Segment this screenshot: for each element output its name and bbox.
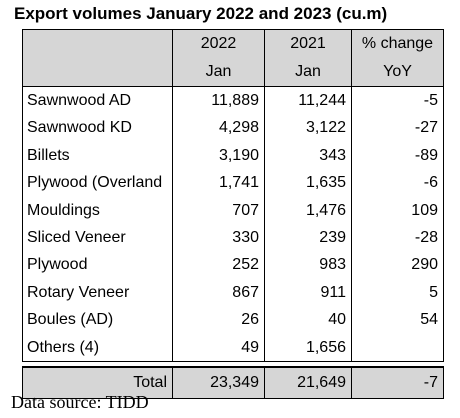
table-row: Plywood 252 983 290 — [22, 251, 444, 279]
header-2022-year: 2022 — [172, 29, 265, 58]
row-2021-value: 1,656 — [264, 333, 352, 363]
table-row: Mouldings 707 1,476 109 — [22, 196, 444, 225]
row-change-value: 5 — [351, 278, 444, 307]
row-2021-value: 239 — [264, 224, 352, 252]
row-2022-value: 707 — [172, 196, 265, 225]
header-blank-cell — [22, 29, 173, 58]
total-2022-value: 23,349 — [172, 366, 265, 400]
spacer-row — [22, 361, 444, 368]
header-2021-year: 2021 — [264, 29, 352, 58]
row-change-value: -27 — [351, 114, 444, 142]
table-row: Plywood (Overland 1,741 1,635 -6 — [22, 169, 444, 197]
row-change-value: -28 — [351, 224, 444, 252]
total-change-value: -7 — [351, 366, 444, 400]
row-change-value: -6 — [351, 169, 444, 197]
table-row: Sawnwood AD 11,889 11,244 -5 — [22, 86, 444, 115]
header-2022-month: Jan — [172, 58, 265, 87]
row-2022-value: 3,190 — [172, 141, 265, 170]
row-2022-value: 11,889 — [172, 86, 265, 115]
header-blank-cell-2 — [22, 58, 173, 87]
table-row: Billets 3,190 343 -89 — [22, 141, 444, 170]
row-2021-value: 40 — [264, 306, 352, 334]
export-volumes-table: 2022 2021 % change Jan Jan YoY Sawnwood … — [22, 29, 444, 400]
header-2021-month: Jan — [264, 58, 352, 87]
row-2021-value: 983 — [264, 251, 352, 279]
row-change-value: -89 — [351, 141, 444, 170]
row-name: Others (4) — [22, 333, 173, 363]
table-row: Boules (AD) 26 40 54 — [22, 306, 444, 334]
row-name: Plywood — [22, 251, 173, 279]
row-2021-value: 343 — [264, 141, 352, 170]
row-name: Billets — [22, 141, 173, 170]
row-name: Boules (AD) — [22, 306, 173, 334]
row-change-value: 290 — [351, 251, 444, 279]
data-source-note: Data source: TIDD — [11, 392, 149, 412]
row-2022-value: 4,298 — [172, 114, 265, 142]
row-2022-value: 49 — [172, 333, 265, 363]
table-row: Rotary Veneer 867 911 5 — [22, 278, 444, 307]
row-2021-value: 1,476 — [264, 196, 352, 225]
row-2022-value: 252 — [172, 251, 265, 279]
row-2022-value: 26 — [172, 306, 265, 334]
row-name: Rotary Veneer — [22, 278, 173, 307]
row-2021-value: 3,122 — [264, 114, 352, 142]
header-change-yoy: YoY — [351, 58, 444, 87]
table-title: Export volumes January 2022 and 2023 (cu… — [14, 4, 388, 23]
row-change-value — [351, 333, 444, 363]
table-row: Sliced Veneer 330 239 -28 — [22, 224, 444, 252]
row-2022-value: 330 — [172, 224, 265, 252]
row-name: Plywood (Overland — [22, 169, 173, 197]
row-2022-value: 867 — [172, 278, 265, 307]
table-row: Others (4) 49 1,656 — [22, 333, 444, 363]
total-row: Total 23,349 21,649 -7 — [22, 366, 444, 400]
header-change-label: % change — [351, 29, 444, 58]
row-change-value: 54 — [351, 306, 444, 334]
row-2021-value: 1,635 — [264, 169, 352, 197]
spacer-cell — [22, 361, 444, 368]
row-2021-value: 11,244 — [264, 86, 352, 115]
row-2021-value: 911 — [264, 278, 352, 307]
total-label: Total — [22, 366, 173, 400]
row-name: Sawnwood KD — [22, 114, 173, 142]
table-row: Sawnwood KD 4,298 3,122 -27 — [22, 114, 444, 142]
row-2022-value: 1,741 — [172, 169, 265, 197]
row-change-value: -5 — [351, 86, 444, 115]
row-name: Mouldings — [22, 196, 173, 225]
row-change-value: 109 — [351, 196, 444, 225]
row-name: Sliced Veneer — [22, 224, 173, 252]
row-name: Sawnwood AD — [22, 86, 173, 115]
total-2021-value: 21,649 — [264, 366, 352, 400]
